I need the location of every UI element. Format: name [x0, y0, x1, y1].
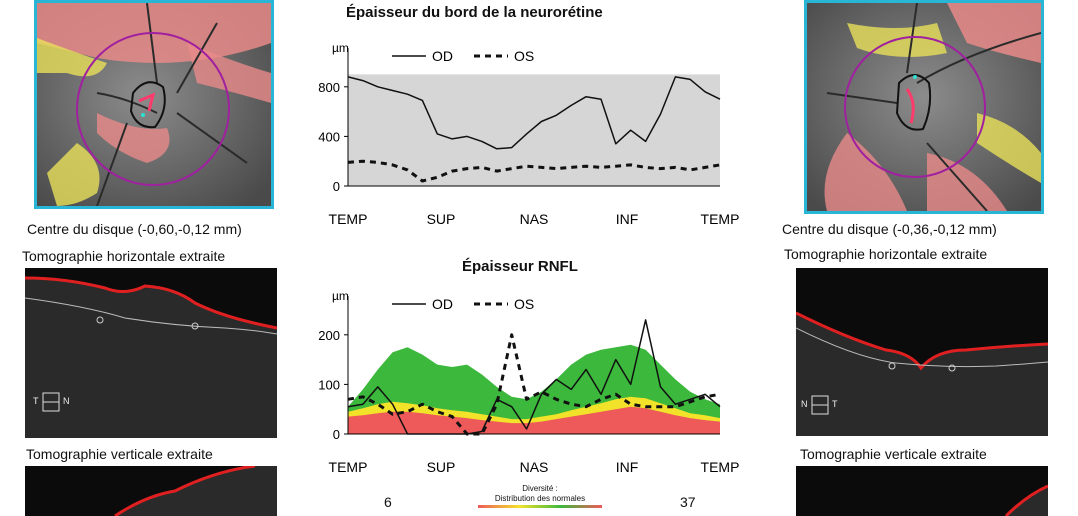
c2-ytick-1: 100 — [318, 377, 340, 392]
right-orient-left: N — [801, 399, 808, 409]
diversity-color-bar — [478, 505, 602, 508]
c1-ytick-2: 800 — [318, 80, 340, 95]
chart2-title: Épaisseur RNFL — [462, 258, 578, 275]
c2-xtick-4: TEMP — [701, 459, 740, 475]
c2-legend-os: OS — [514, 296, 534, 312]
c1-series-od — [347, 76, 721, 150]
right-orient-right: T — [832, 399, 838, 409]
right-disc-center: Centre du disque (-0,36,-0,12 mm) — [782, 221, 997, 237]
c2-series-os — [347, 333, 721, 436]
right-fundus-image — [804, 0, 1044, 214]
diversity-right-value: 37 — [680, 494, 696, 510]
c1-ylabel: µm — [332, 41, 349, 55]
left-horizontal-oct: T N — [25, 268, 277, 438]
diversity-left-value: 6 — [384, 494, 392, 510]
c1-xtick-0: TEMP — [329, 211, 368, 227]
left-horizontal-tomo-title: Tomographie horizontale extraite — [22, 248, 226, 264]
diversity-label-line1: Diversité : — [522, 484, 558, 493]
left-disc-center: Centre du disque (-0,60,-0,12 mm) — [27, 221, 242, 237]
c2-ylabel: µm — [332, 289, 349, 303]
c2-xtick-3: INF — [616, 459, 639, 475]
c1-legend-os: OS — [514, 48, 534, 64]
c2-xtick-0: TEMP — [329, 459, 368, 475]
right-horizontal-tomo-title: Tomographie horizontale extraite — [784, 246, 988, 262]
c1-normal-range — [348, 74, 720, 186]
left-vertical-oct — [25, 466, 277, 516]
c1-xtick-4: TEMP — [701, 211, 740, 227]
left-vertical-tomo-title: Tomographie verticale extraite — [26, 446, 213, 462]
right-vertical-tomo-title: Tomographie verticale extraite — [800, 446, 987, 462]
c1-xtick-3: INF — [616, 211, 639, 227]
c2-series-od — [347, 319, 721, 435]
left-fundus-map — [37, 3, 271, 206]
c2-band-red — [348, 406, 720, 434]
c2-legend-od: OD — [432, 296, 453, 312]
c2-ytick-0: 0 — [333, 427, 340, 442]
right-horizontal-oct: N T — [796, 268, 1048, 436]
left-fundus-image — [34, 0, 274, 209]
right-fundus-map — [807, 3, 1041, 211]
c1-legend-od: OD — [432, 48, 453, 64]
rnfl-thickness-chart: µm 0 100 200 TEMP SUP NAS INF TEMP OD OS — [318, 289, 740, 475]
c2-xtick-1: SUP — [427, 459, 456, 475]
rim-thickness-chart: µm 0 400 800 TEMP SUP NAS INF TEMP OD OS — [318, 41, 740, 227]
diversity-label-line2: Distribution des normales — [494, 494, 586, 503]
c1-xtick-1: SUP — [427, 211, 456, 227]
left-orient-left: T — [33, 396, 39, 406]
c1-ytick-1: 400 — [318, 129, 340, 144]
left-orient-right: N — [63, 396, 70, 406]
c1-ytick-0: 0 — [333, 179, 340, 194]
c2-ytick-2: 200 — [318, 328, 340, 343]
diversity-label: Diversité : Distribution des normales — [470, 484, 610, 508]
chart1-title: Épaisseur du bord de la neurorétine — [346, 4, 603, 21]
c2-xtick-2: NAS — [520, 459, 549, 475]
c1-xtick-2: NAS — [520, 211, 549, 227]
right-vertical-oct — [796, 466, 1048, 516]
